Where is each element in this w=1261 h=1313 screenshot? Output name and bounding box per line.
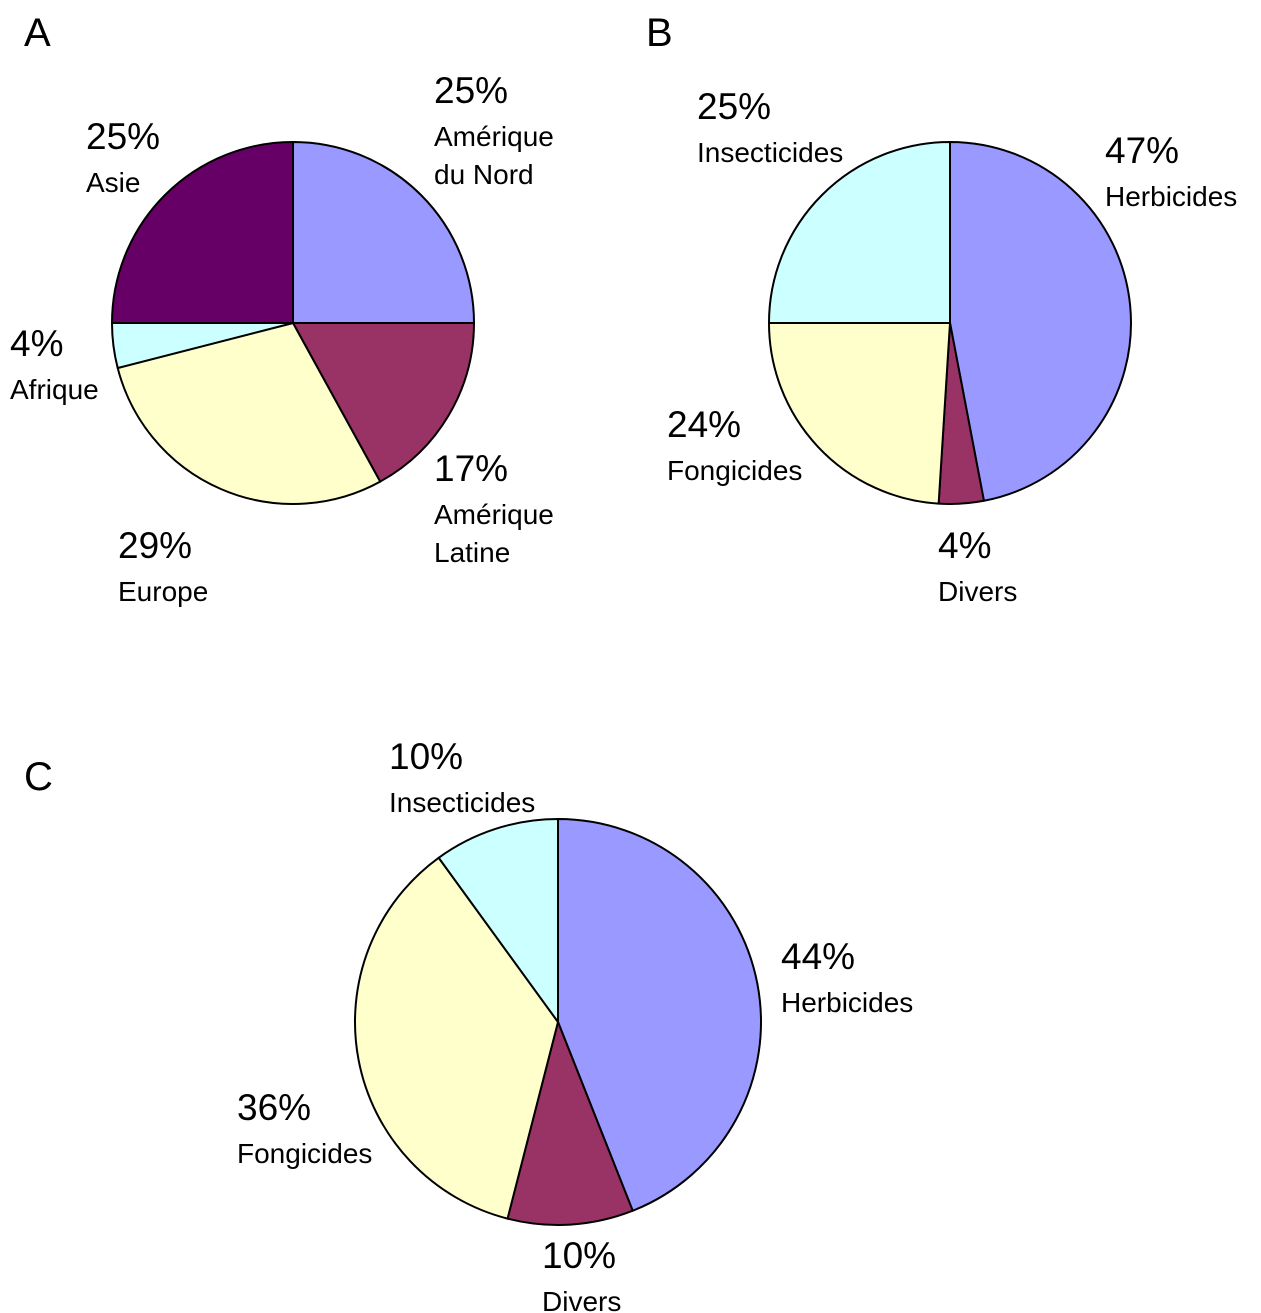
pie-slice-a-4 — [111, 141, 294, 324]
slice-percent-label: 17% — [434, 448, 508, 489]
slice-category-label: Insecticides — [697, 137, 843, 168]
pie-slice-c-3 — [437, 818, 559, 1023]
panel-letter-a: A — [24, 11, 51, 55]
pie-chart-a: A 25% Amérique du Nord 17% Amérique Latine 29%… — [10, 11, 554, 607]
slice-percent-label: 29% — [118, 525, 192, 566]
slice-category-label: Latine — [434, 537, 510, 568]
slice-category-label: du Nord — [434, 159, 534, 190]
pie-slice-a-1 — [292, 322, 475, 483]
slice-percent-label: 4% — [938, 525, 991, 566]
pie-slice-c-1 — [506, 1021, 634, 1226]
slice-category-label: Herbicides — [1105, 181, 1237, 212]
slice-category-label: Fongicides — [237, 1138, 372, 1169]
slice-category-label: Amérique — [434, 499, 554, 530]
pie-slice-b-2 — [768, 322, 951, 505]
pie-chart-c: C 44% Herbicides 10% Divers 36% Fongicides 10%… — [24, 736, 913, 1313]
pie-slice-c-2 — [354, 856, 559, 1220]
slice-percent-label: 25% — [86, 116, 160, 157]
slice-percent-label: 10% — [389, 736, 463, 777]
pie-slice-b-0 — [949, 141, 1132, 502]
pie-slice-a-0 — [292, 141, 475, 324]
panel-letter-c: C — [24, 755, 53, 799]
slice-category-label: Asie — [86, 167, 140, 198]
slice-percent-label: 24% — [667, 404, 741, 445]
slice-category-label: Herbicides — [781, 987, 913, 1018]
pie-slice-a-2 — [116, 322, 382, 505]
slice-percent-label: 44% — [781, 936, 855, 977]
slice-category-label: Europe — [118, 576, 208, 607]
slice-percent-label: 36% — [237, 1087, 311, 1128]
slice-category-label: Divers — [542, 1286, 621, 1313]
slice-percent-label: 4% — [10, 323, 63, 364]
slice-percent-label: 25% — [434, 70, 508, 111]
slice-category-label: Afrique — [10, 374, 99, 405]
pie-chart-b: B 47% Herbicides 4% Divers 24% Fongicides 25% I… — [646, 11, 1237, 607]
slice-category-label: Divers — [938, 576, 1017, 607]
slice-percent-label: 25% — [697, 86, 771, 127]
slice-percent-label: 10% — [542, 1235, 616, 1276]
slice-category-label: Amérique — [434, 121, 554, 152]
slice-category-label: Fongicides — [667, 455, 802, 486]
panel-letter-b: B — [646, 11, 673, 55]
pie-slice-b-3 — [768, 141, 951, 324]
slice-percent-label: 47% — [1105, 130, 1179, 171]
slice-category-label: Insecticides — [389, 787, 535, 818]
pie-slice-c-0 — [557, 818, 762, 1212]
